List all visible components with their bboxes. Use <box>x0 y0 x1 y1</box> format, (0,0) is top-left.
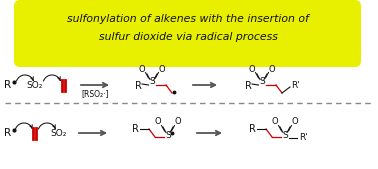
Text: R: R <box>5 128 12 138</box>
Text: SO₂: SO₂ <box>27 80 43 90</box>
Text: R: R <box>135 81 141 91</box>
Text: O: O <box>155 117 161 127</box>
Text: S: S <box>282 130 288 139</box>
Text: R: R <box>249 124 256 134</box>
Text: O: O <box>175 117 181 127</box>
Text: R: R <box>245 81 251 91</box>
Text: R': R' <box>291 81 299 91</box>
Text: S: S <box>165 130 171 139</box>
Text: R: R <box>132 124 138 134</box>
Text: SO₂: SO₂ <box>51 128 67 138</box>
Text: S: S <box>149 78 155 87</box>
Text: O: O <box>249 65 255 74</box>
Text: [RSO₂·]: [RSO₂·] <box>81 90 109 99</box>
Text: O: O <box>292 117 298 127</box>
Text: O: O <box>272 117 278 127</box>
Text: O: O <box>159 65 165 74</box>
Text: S: S <box>259 78 265 87</box>
Text: R: R <box>5 80 12 90</box>
Text: R': R' <box>299 134 307 142</box>
Text: O: O <box>269 65 275 74</box>
Text: O: O <box>139 65 145 74</box>
Text: sulfur dioxide via radical process: sulfur dioxide via radical process <box>99 32 277 42</box>
Text: sulfonylation of alkenes with the insertion of: sulfonylation of alkenes with the insert… <box>67 14 309 24</box>
FancyBboxPatch shape <box>14 0 361 67</box>
